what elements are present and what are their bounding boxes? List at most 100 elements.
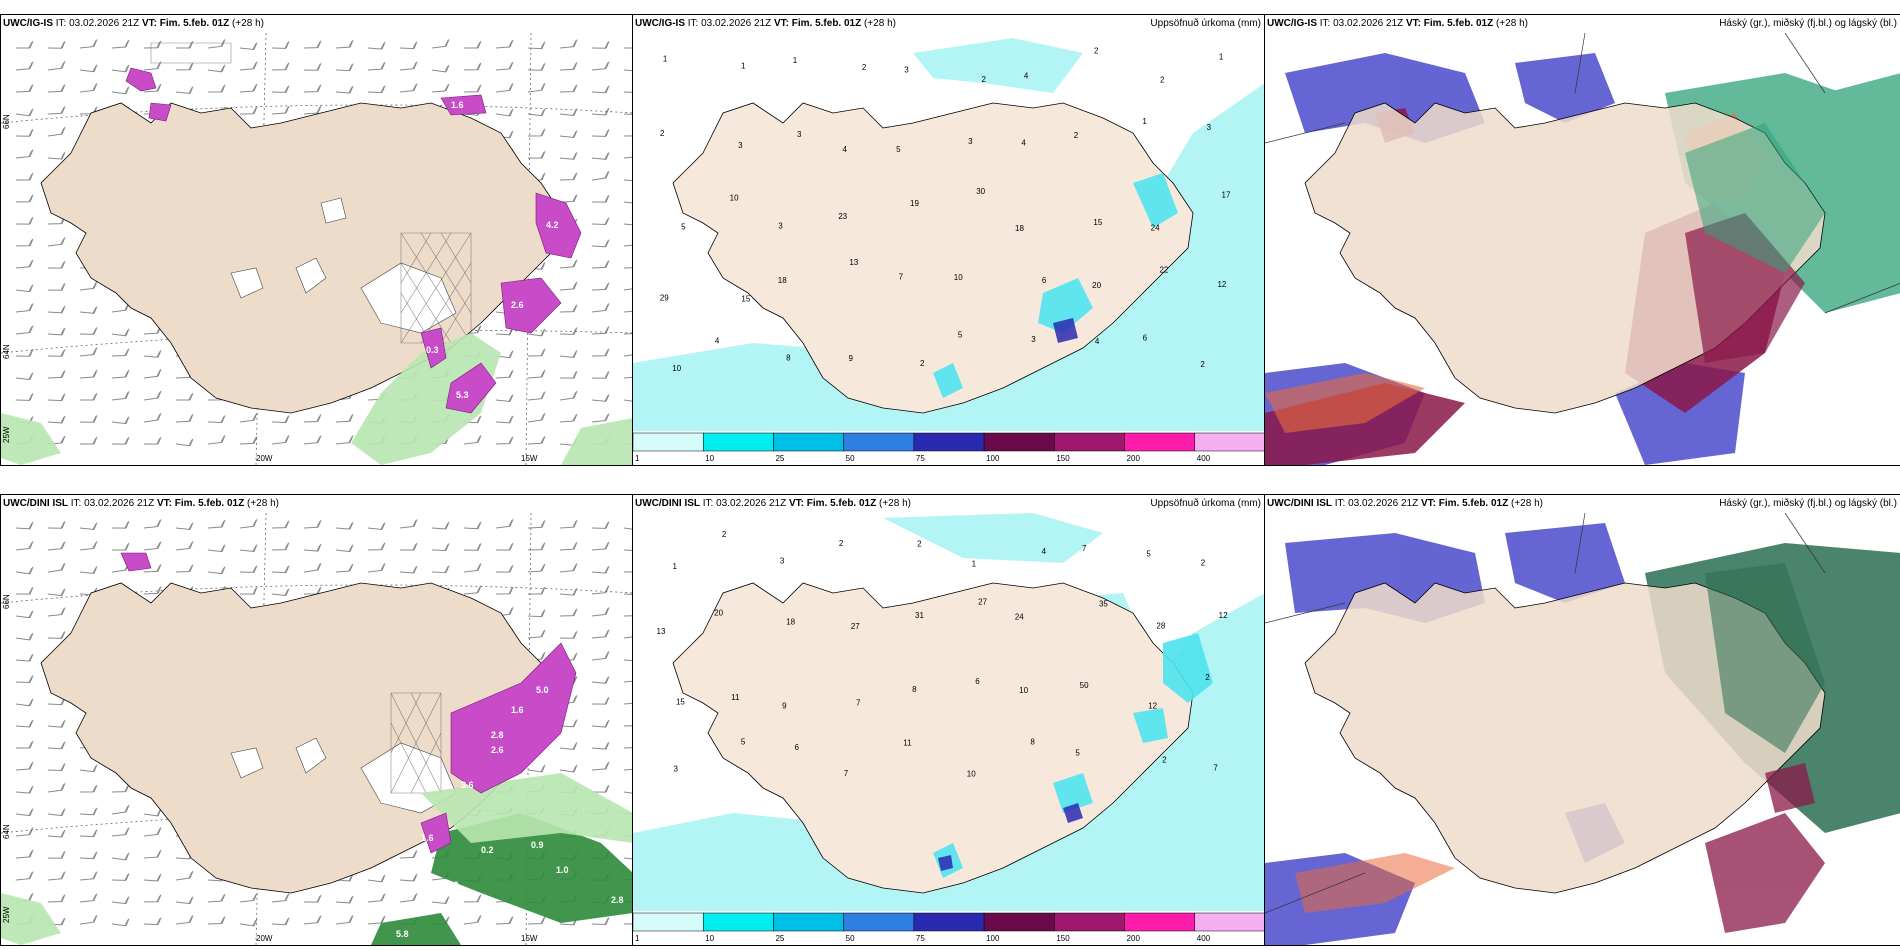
wind-barb [271, 565, 290, 574]
wind-barb [335, 63, 354, 72]
wind-barb [591, 260, 610, 269]
region-borders [1265, 33, 1900, 314]
precip-value: 15 [1093, 218, 1102, 227]
wind-barb [527, 391, 546, 401]
precip-value: 2 [660, 129, 665, 138]
wind-barb [591, 107, 610, 116]
wind-barb [175, 896, 194, 905]
lon-label-15: 15W [521, 934, 538, 943]
wind-barb [111, 896, 130, 905]
wind-barb [463, 62, 482, 71]
wind-barb [15, 61, 34, 71]
colorbar-swatch [843, 432, 915, 452]
wind-barb [399, 519, 418, 529]
lon-label-20: 20W [256, 454, 273, 463]
high-cloud-overlay [1685, 123, 1825, 273]
ice-label: 1.6 [451, 100, 464, 110]
wind-barb [623, 156, 633, 159]
wind-barb [47, 741, 66, 750]
wind-barb [623, 725, 633, 727]
ice-label: 4.2 [546, 220, 559, 230]
wind-barb [15, 719, 34, 728]
wind-barb [239, 586, 258, 595]
wind-barb [47, 720, 66, 728]
colorbar-swatch [983, 912, 1055, 932]
wind-barb [303, 84, 322, 93]
wind-barb [15, 194, 34, 203]
wind-barb [527, 563, 546, 573]
wind-barb [15, 566, 34, 575]
wind-barb [623, 615, 633, 617]
wind-map: 1.6 4.2 2.6 5.3 0.3 66N 64N 25W 20W 15W [1, 33, 633, 465]
precip-colorbar: 1 10 25 50 75 100 150 200 400 [633, 912, 1265, 943]
precip-value: 11 [903, 739, 912, 748]
precip-value: 2 [1200, 360, 1205, 369]
wind-barb [143, 808, 162, 817]
precip-value: 1 [1142, 117, 1147, 126]
wind-barb [591, 129, 610, 137]
wind-barb [495, 519, 514, 529]
wind-barb [47, 851, 66, 859]
precip-value: 2 [1074, 131, 1079, 140]
precip-medium-area [933, 633, 1213, 878]
wind-barb [367, 874, 386, 883]
ice-label: 1.6 [511, 705, 524, 715]
precip-value: 7 [899, 272, 904, 281]
wind-barb [591, 585, 610, 595]
wind-barb [207, 415, 226, 423]
wind-barb [111, 873, 130, 881]
wind-barb [559, 108, 578, 116]
precip-value: 7 [1213, 763, 1218, 772]
wind-barb [591, 629, 610, 639]
wind-barb [79, 306, 98, 314]
wind-barb [527, 108, 546, 117]
wind-barb [175, 564, 194, 573]
wind-barb [335, 895, 354, 904]
wind-barb [463, 894, 482, 903]
precip-value: 2 [722, 530, 727, 539]
wind-barb [143, 894, 162, 903]
wind-barb [79, 851, 98, 860]
wind-barb [559, 62, 578, 71]
wind-barb [527, 520, 546, 529]
wind-barb [111, 416, 130, 425]
precip-value: 8 [786, 354, 791, 363]
wind-barb [399, 850, 418, 859]
wind-barb [15, 827, 34, 837]
wind-barb [623, 223, 633, 226]
wind-barb [431, 896, 450, 904]
wind-barb [79, 541, 98, 551]
wind-barb [47, 349, 66, 357]
wind-barb [623, 310, 633, 313]
wind-barb [463, 915, 482, 925]
colorbar-label: 100 [986, 454, 1000, 463]
wind-barb [15, 84, 34, 93]
wind-barb [527, 150, 546, 159]
wind-barb [175, 522, 194, 531]
ice-label: 2.6 [511, 300, 524, 310]
wind-barb [623, 768, 633, 771]
wind-barb [463, 563, 482, 573]
precip-value: 1 [663, 55, 668, 64]
wind-barb [143, 40, 162, 49]
precip-value: 31 [915, 611, 924, 620]
colorbar-label: 75 [916, 934, 925, 943]
wind-barb [367, 61, 386, 71]
wind-barb [399, 565, 418, 574]
wind-barb [527, 369, 546, 379]
ice-label: 2.8 [491, 730, 504, 740]
wind-barb [559, 327, 578, 335]
magenta-area [120, 552, 577, 854]
precip-value: 10 [967, 769, 976, 778]
wind-barb [271, 917, 290, 926]
ice-label: 2.6 [491, 745, 504, 755]
colorbar-label: 25 [775, 454, 784, 463]
colorbar-label: 400 [1197, 934, 1211, 943]
colorbar-swatch [913, 912, 985, 932]
ice-label: 3.6 [461, 780, 474, 790]
precip-value: 8 [1030, 737, 1035, 746]
precip-value: 24 [1015, 612, 1024, 621]
precip-value: 1 [741, 61, 746, 70]
wind-barb [47, 370, 66, 379]
wind-barb [15, 149, 34, 159]
